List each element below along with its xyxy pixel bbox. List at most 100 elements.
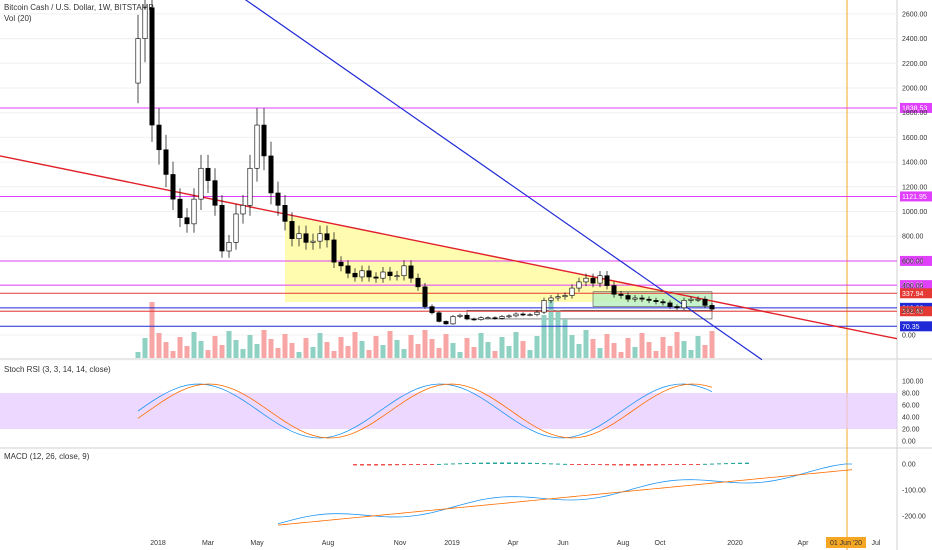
candle-body — [625, 295, 631, 300]
candle-body — [289, 221, 295, 239]
volume-bar — [688, 350, 694, 358]
candle-body — [415, 277, 421, 288]
candle-body — [345, 265, 351, 274]
candle-body — [541, 300, 547, 313]
volume-bar — [527, 350, 533, 358]
volume-bar — [485, 342, 491, 358]
level-tag — [900, 306, 932, 317]
signal-line — [277, 469, 853, 526]
level-tag-label: 192.43 — [902, 309, 924, 316]
candle-body — [471, 318, 477, 321]
price-axis: 100.00 80.00 60.00 40.00 20.00 0.00 0.00 -100.0… — [902, 11, 927, 520]
macd-histogram-bar — [689, 464, 693, 465]
candle-body — [632, 297, 638, 300]
volume-bar — [576, 344, 582, 358]
macd-histogram-bar — [486, 462, 490, 464]
candle-body — [240, 205, 246, 215]
macd-histogram-bar — [549, 463, 553, 465]
volume-bar — [380, 345, 386, 358]
volume-bar — [142, 338, 148, 358]
highlighted-date-label: 01 Jun '20 — [830, 540, 862, 547]
macd-histogram-bar — [682, 464, 686, 465]
macd-histogram-bar — [430, 464, 434, 465]
macd-histogram-bar — [563, 463, 567, 465]
candle-body — [653, 300, 659, 302]
volume-bar — [604, 334, 610, 358]
macd-histogram-bar — [465, 462, 469, 464]
candle-body — [443, 321, 449, 325]
macd-histogram-bar — [353, 464, 357, 466]
macd-histogram-bar — [542, 463, 546, 465]
macd-histogram-bar — [451, 463, 455, 465]
volume-bar — [450, 343, 456, 358]
candle-body — [198, 167, 204, 200]
volume-bar — [660, 337, 666, 358]
volume-bar — [632, 347, 638, 358]
volume-bar — [163, 342, 169, 358]
volume-bar — [303, 338, 309, 358]
macd-histogram-bar — [605, 464, 609, 466]
candle-body — [513, 313, 519, 317]
volume-bar — [401, 349, 407, 358]
macd-histogram-bar — [626, 464, 630, 466]
candle-body — [555, 296, 561, 299]
volume-bar — [471, 347, 477, 358]
volume-bar — [310, 347, 316, 358]
volume-bar — [555, 310, 561, 358]
volume-bar — [296, 352, 302, 358]
macd-histogram-bar — [598, 464, 602, 466]
macd-pane — [277, 462, 853, 526]
candle-body — [324, 233, 330, 241]
volume-bar — [415, 344, 421, 358]
candle-body — [233, 213, 239, 243]
time-tick-label: Jun — [557, 540, 568, 547]
volume-bar — [709, 331, 715, 358]
price-tick-label: 800.00 — [902, 234, 924, 241]
volume-bar — [590, 339, 596, 358]
level-tag-label: 1838.53 — [902, 105, 927, 112]
macd-tick-label: -100.00 — [902, 488, 926, 495]
volume-bar — [177, 337, 183, 358]
candle-body — [247, 167, 253, 206]
volume-bar — [289, 343, 295, 358]
volume-bar — [506, 346, 512, 358]
volume-bar — [611, 343, 617, 358]
volume-bar — [268, 339, 274, 358]
price-tick-label: 2400.00 — [902, 36, 927, 43]
macd-histogram-bar — [570, 464, 574, 465]
volume-bar — [674, 332, 680, 358]
candle-body — [506, 315, 512, 318]
candle-body — [317, 233, 323, 242]
volume-bar — [681, 341, 687, 358]
volume-bar — [618, 352, 624, 358]
volume-bar — [205, 350, 211, 358]
macd-histogram-bar — [395, 464, 399, 466]
candle-body — [205, 167, 211, 181]
macd-histogram-bar — [528, 462, 532, 464]
symbol-title: Bitcoin Cash / U.S. Dollar, 1W, BITSTAMP — [4, 3, 154, 12]
candle-body — [576, 281, 582, 289]
candle-body — [219, 205, 225, 252]
level-tag — [900, 102, 932, 113]
candle-body — [331, 239, 337, 263]
volume-bar — [394, 340, 400, 358]
stoch-rsi-label: Stoch RSI (3, 3, 14, 14, close) — [4, 365, 111, 374]
price-tick-label: 2200.00 — [902, 61, 927, 68]
volume-bar — [366, 350, 372, 358]
macd-histogram-bar — [360, 464, 364, 466]
volume-bar — [261, 330, 267, 358]
volume-bar — [520, 341, 526, 358]
volume-bar — [408, 335, 414, 358]
candle-body — [709, 305, 715, 310]
volume-bar — [562, 319, 568, 358]
volume-bar — [359, 341, 365, 358]
time-tick-label: 2019 — [444, 540, 460, 547]
macd-histogram-bar — [479, 462, 483, 464]
macd-tick-label: -200.00 — [902, 514, 926, 521]
candle-body — [156, 124, 162, 151]
macd-histogram-bar — [710, 463, 714, 465]
highlighted-date-tag — [826, 537, 866, 548]
price-tick-label: 1200.00 — [902, 184, 927, 191]
volume-bars — [135, 301, 715, 358]
